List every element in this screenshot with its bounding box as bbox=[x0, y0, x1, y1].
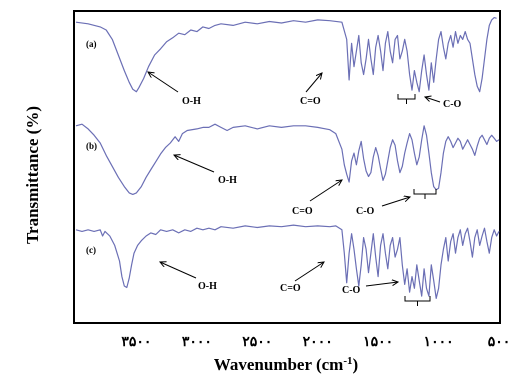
spectrum-line bbox=[75, 224, 500, 299]
panel-label: (b) bbox=[86, 141, 97, 151]
band-annotation: C=O bbox=[280, 283, 301, 294]
x-tick-labels: ۳۵۰۰ ۳۰۰۰ ۲۵۰۰ ۲۰۰۰ ۱۵۰۰ ۱۰۰۰ ۵۰۰ bbox=[121, 335, 510, 350]
x-tick-label: ۱۵۰۰ bbox=[363, 335, 393, 350]
panel-label: (a) bbox=[86, 39, 97, 49]
annotation-arrow bbox=[174, 155, 215, 173]
band-annotation: C=O bbox=[300, 96, 321, 107]
spectrum-line bbox=[75, 123, 500, 195]
band-annotation: C-O bbox=[342, 285, 361, 296]
x-tick-label: ۲۰۰۰ bbox=[303, 335, 333, 350]
annotation-arrow bbox=[309, 180, 342, 202]
annotation-brace bbox=[397, 94, 416, 104]
x-tick-label: ۲۵۰۰ bbox=[242, 335, 272, 350]
band-annotation: O-H bbox=[182, 96, 201, 107]
x-tick-label: ۳۵۰۰ bbox=[121, 335, 151, 350]
plot-frame bbox=[73, 10, 501, 324]
annotation-arrow bbox=[425, 97, 441, 103]
panel-label: (c) bbox=[86, 245, 96, 255]
x-tick-label: ۵۰۰ bbox=[488, 335, 511, 350]
annotation-arrow bbox=[365, 282, 398, 287]
band-annotation: C-O bbox=[443, 99, 462, 110]
x-axis-label: Wavenumber (cm-1) bbox=[214, 355, 358, 374]
annotations-group: O-H C=O C-O O-H C=O C-O O-H C=O C-O bbox=[148, 72, 462, 306]
annotation-arrow bbox=[305, 73, 322, 93]
x-tick-label: ۳۰۰۰ bbox=[182, 335, 212, 350]
spectrum-line bbox=[75, 17, 497, 93]
annotation-arrow bbox=[294, 262, 324, 282]
x-tick-label: ۱۰۰۰ bbox=[424, 335, 454, 350]
annotation-arrow bbox=[160, 262, 197, 279]
band-annotation: C=O bbox=[292, 206, 313, 217]
y-axis-label: Transmittance (%) bbox=[23, 106, 42, 244]
band-annotation: O-H bbox=[198, 281, 217, 292]
annotation-arrow bbox=[148, 72, 179, 93]
annotation-arrow bbox=[381, 197, 410, 207]
spectra-group: (a) (b) (c) bbox=[75, 17, 500, 299]
band-annotation: C-O bbox=[356, 206, 375, 217]
annotation-brace bbox=[404, 296, 431, 306]
annotation-brace bbox=[413, 189, 437, 199]
band-annotation: O-H bbox=[218, 175, 237, 186]
